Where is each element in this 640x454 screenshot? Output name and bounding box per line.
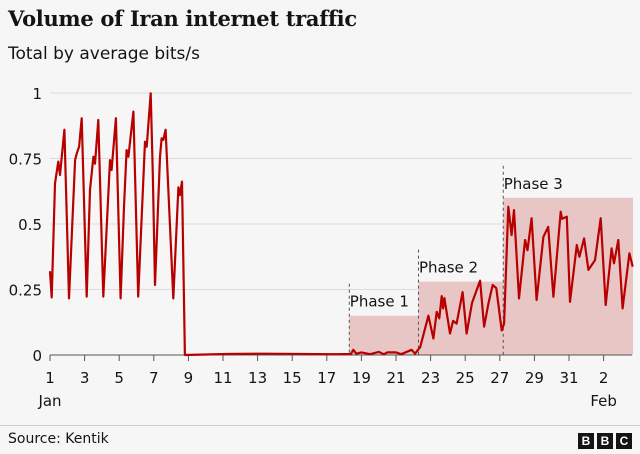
- y-tick-label: 0.25: [9, 282, 42, 300]
- y-tick-label: 0: [32, 347, 42, 365]
- bbc-logo: B B C: [578, 433, 632, 449]
- x-tick-label: 1: [45, 369, 55, 387]
- x-tick-label: 11: [213, 369, 232, 387]
- line-chart: 0 0.25 0.5 0.75 1 Phase 1 Phase 2 Phase 3 1 Jan 3 5…: [9, 85, 634, 410]
- y-tick-label: 0.5: [18, 216, 42, 234]
- y-tick-label: 0.75: [9, 151, 42, 169]
- x-tick-label: 15: [283, 369, 302, 387]
- y-tick-label: 1: [32, 85, 42, 103]
- x-tick-label: 29: [525, 369, 544, 387]
- x-tick-label: 31: [559, 369, 578, 387]
- x-tick-label: 19: [352, 369, 371, 387]
- x-tick-label: 7: [149, 369, 159, 387]
- x-month-label: Feb: [590, 392, 617, 410]
- phase-label: Phase 3: [504, 175, 563, 193]
- x-tick-label: 13: [248, 369, 267, 387]
- logo-letter: B: [578, 433, 594, 449]
- phase-label: Phase 1: [350, 293, 409, 311]
- x-tick-label: 27: [490, 369, 509, 387]
- phase-label: Phase 2: [419, 259, 478, 277]
- x-tick-label: 21: [386, 369, 405, 387]
- phase-band: [349, 315, 419, 355]
- source-note: Source: Kentik: [8, 431, 109, 447]
- phase-band: [418, 281, 504, 355]
- chart-subtitle: Total by average bits/s: [8, 44, 200, 64]
- x-tick-label: 9: [184, 369, 194, 387]
- chart-title: Volume of Iran internet traffic: [8, 6, 357, 31]
- logo-letter: C: [616, 433, 632, 449]
- x-tick-label: 25: [456, 369, 475, 387]
- x-tick-label: 2: [599, 369, 609, 387]
- x-tick-label: 5: [114, 369, 124, 387]
- footer-divider: [0, 425, 640, 426]
- x-month-label: Jan: [37, 392, 61, 410]
- x-tick-label: 3: [80, 369, 90, 387]
- x-tick-label: 23: [421, 369, 440, 387]
- logo-letter: B: [597, 433, 613, 449]
- x-tick-label: 17: [317, 369, 336, 387]
- traffic-line: [48, 92, 634, 357]
